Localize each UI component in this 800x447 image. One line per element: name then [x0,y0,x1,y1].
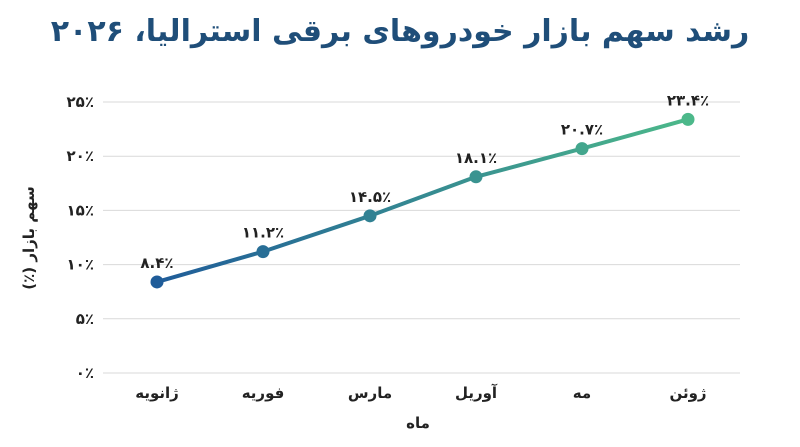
data-point [469,170,483,184]
y-tick-label: ۱۰٪ [67,256,94,274]
grid-lines [103,101,740,374]
series-line [150,112,695,289]
x-tick-label: ژوئن [669,384,706,402]
x-axis-title: ماه [406,414,430,432]
y-tick-label: ۱۵٪ [67,201,94,219]
y-axis-title: سهم بازار (٪) [20,186,38,289]
y-tick-label: ۲۵٪ [67,93,94,111]
data-label: ۱۱.۲٪ [242,224,284,242]
data-point [150,275,164,289]
x-tick-label: فوریه [242,384,285,402]
x-tick-label: مه [573,384,591,402]
y-axis-ticks: ۰٪ ۵٪ ۱۰٪ ۱۵٪ ۲۰٪ ۲۵٪ [67,93,94,382]
data-label: ۸.۴٪ [140,254,173,272]
series-line-path [155,117,690,284]
data-label: ۱۸.۱٪ [455,149,497,167]
data-label: ۲۳.۴٪ [667,91,709,109]
data-point [363,209,377,223]
data-point [681,112,695,126]
y-tick-label: ۵٪ [76,310,94,328]
data-labels: ۸.۴٪ ۱۱.۲٪ ۱۴.۵٪ ۱۸.۱٪ ۲۰.۷٪ ۲۳.۴٪ [140,91,709,272]
x-tick-label: مارس [348,384,392,402]
chart-title: رشد سهم بازار خودروهای برقی استرالیا، ۲۰… [50,14,750,49]
data-label: ۲۰.۷٪ [561,121,603,139]
x-tick-label: آوریل [455,384,498,402]
x-tick-label: ژانویه [135,384,179,402]
y-tick-label: ۲۰٪ [67,147,94,165]
data-point [256,245,270,259]
y-tick-label: ۰٪ [76,364,94,382]
data-point [575,142,589,156]
x-axis-ticks: ژانویه فوریه مارس آوریل مه ژوئن [135,384,706,402]
data-label: ۱۴.۵٪ [349,188,391,206]
